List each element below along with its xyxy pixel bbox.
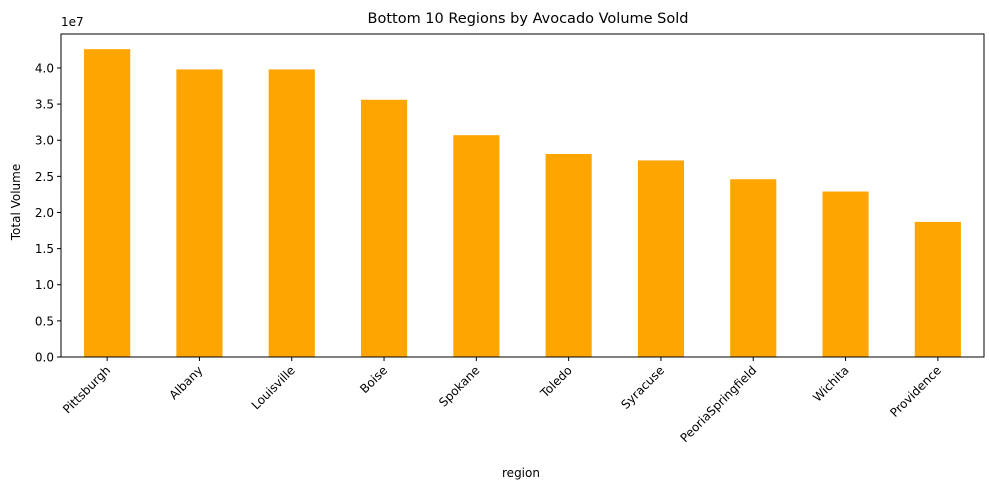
x-axis: Pittsburgh Albany Louisville Boise Spokane To… xyxy=(60,357,944,445)
y-tick-label: 3.0 xyxy=(35,134,54,148)
y-axis-title: Total Volume xyxy=(9,164,23,241)
y-tick-label: 0.0 xyxy=(35,351,54,365)
bar-spokane xyxy=(453,135,500,357)
y-offset-label: 1e7 xyxy=(61,15,84,29)
y-tick-label: 1.0 xyxy=(35,278,54,292)
x-tick-label: PeoriaSpringfield xyxy=(678,363,760,445)
y-tick-label: 4.0 xyxy=(35,61,54,75)
x-tick-label: Providence xyxy=(887,363,944,420)
bar-albany xyxy=(176,69,223,357)
bar-boise xyxy=(360,99,408,357)
x-tick-label: Syracuse xyxy=(618,363,667,412)
x-axis-title: region xyxy=(502,466,540,480)
y-tick-label: 2.0 xyxy=(35,206,54,220)
y-tick-label: 2.5 xyxy=(35,170,54,184)
bar-pittsburgh xyxy=(84,49,131,357)
x-tick-label: Boise xyxy=(357,363,390,396)
x-tick-label: Albany xyxy=(167,363,206,402)
y-axis: 0.0 0.5 1.0 1.5 2.0 2.5 3.0 3.5 4.0 xyxy=(35,61,61,365)
bars-layer xyxy=(84,49,961,357)
bar-peoriaspringfield xyxy=(730,179,777,357)
bar-providence xyxy=(914,221,961,357)
bar-syracuse xyxy=(637,160,685,357)
y-tick-label: 1.5 xyxy=(35,242,54,256)
x-tick-label: Louisville xyxy=(249,363,298,412)
x-tick-label: Toledo xyxy=(537,363,575,401)
bar-louisville xyxy=(268,69,315,357)
y-tick-label: 0.5 xyxy=(35,314,54,328)
bar-wichita xyxy=(822,191,869,357)
chart-title: Bottom 10 Regions by Avocado Volume Sold xyxy=(368,11,689,27)
x-tick-label: Spokane xyxy=(436,363,482,409)
x-tick-label: Pittsburgh xyxy=(60,363,113,416)
plot-frame xyxy=(60,33,985,358)
x-tick-label: Wichita xyxy=(810,363,851,404)
bar-toledo xyxy=(545,153,592,357)
y-tick-label: 3.5 xyxy=(35,98,54,112)
